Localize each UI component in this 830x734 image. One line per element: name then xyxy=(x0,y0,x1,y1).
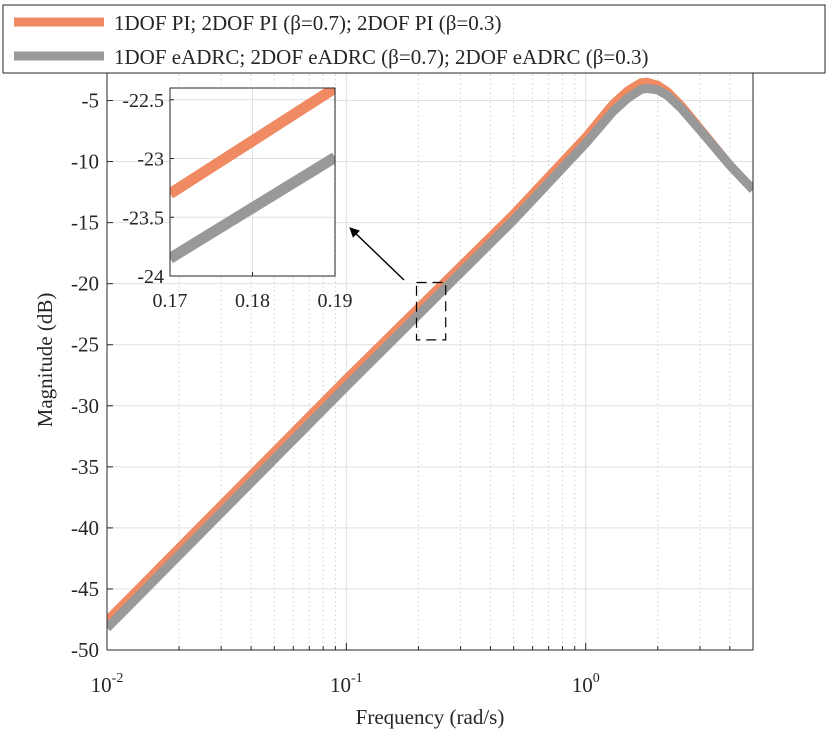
zoom-arrow xyxy=(349,227,405,281)
inset-x-tick-label: 0.19 xyxy=(318,290,353,312)
inset-ticks: -22.5 -23 -23.5 -240.17 0.18 0.19 xyxy=(122,90,352,312)
main-series xyxy=(107,77,753,632)
x-tick-label: 10-1 xyxy=(330,671,363,697)
y-axis-label: Magnitude (dB) xyxy=(33,293,57,428)
series-line-1 xyxy=(107,83,753,632)
x-axis-label: Frequency (rad/s) xyxy=(356,705,505,729)
y-tick-label: -10 xyxy=(71,150,99,174)
y-tick-label: -15 xyxy=(71,211,99,235)
inset-y-tick-label: -23.5 xyxy=(122,207,164,229)
inset-y-tick-label: -24 xyxy=(137,266,164,288)
x-tick-label: 100 xyxy=(572,671,600,697)
legend-label-eadrc: 1DOF eADRC; 2DOF eADRC (β=0.7); 2DOF eAD… xyxy=(114,45,648,69)
inset-series-line-0 xyxy=(170,88,335,199)
y-tick-label: -45 xyxy=(71,577,99,601)
y-tick-label: -30 xyxy=(71,394,99,418)
inset-chart: -22.5 -23 -23.5 -240.17 0.18 0.19 xyxy=(122,87,353,312)
zoom-region-box xyxy=(415,281,447,341)
inset-x-tick-label: 0.17 xyxy=(153,290,188,312)
legend: 1DOF PI; 2DOF PI (β=0.7); 2DOF PI (β=0.3… xyxy=(2,4,826,74)
y-tick-label: -25 xyxy=(71,333,99,357)
inset-y-tick-label: -22.5 xyxy=(122,90,164,112)
legend-box xyxy=(2,4,826,74)
y-tick-label: -20 xyxy=(71,272,99,296)
y-tick-label: -50 xyxy=(71,638,99,662)
y-tick-label: -40 xyxy=(71,516,99,540)
inset-series-line-1 xyxy=(170,152,335,264)
inset-y-tick-label: -23 xyxy=(137,149,164,171)
y-tick-label: -35 xyxy=(71,455,99,479)
inset-series xyxy=(170,88,335,264)
legend-label-pi: 1DOF PI; 2DOF PI (β=0.7); 2DOF PI (β=0.3… xyxy=(114,11,502,35)
x-tick-label: 10-2 xyxy=(91,671,124,697)
y-tick-label: -5 xyxy=(82,89,100,113)
main-ticks: -5 -10 -15 -20 -25 -30 -35 -40 -45 -50 10-2 10-1 100 xyxy=(71,89,754,697)
inset-x-tick-label: 0.18 xyxy=(235,290,270,312)
